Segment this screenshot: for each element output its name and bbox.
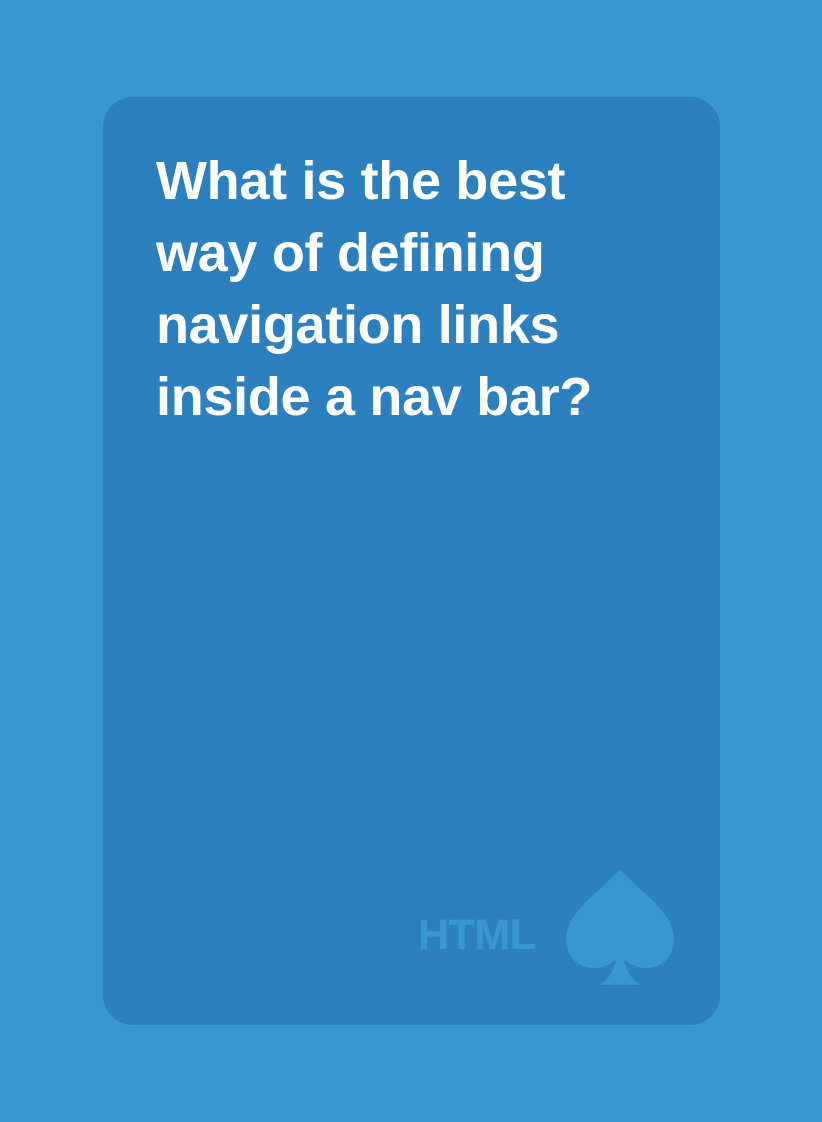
- question-text: What is the best way of defining navigat…: [156, 151, 593, 427]
- spade-icon: [566, 869, 674, 985]
- flash-card: What is the best way of defining navigat…: [103, 97, 720, 1025]
- category-label: HTML: [418, 911, 536, 959]
